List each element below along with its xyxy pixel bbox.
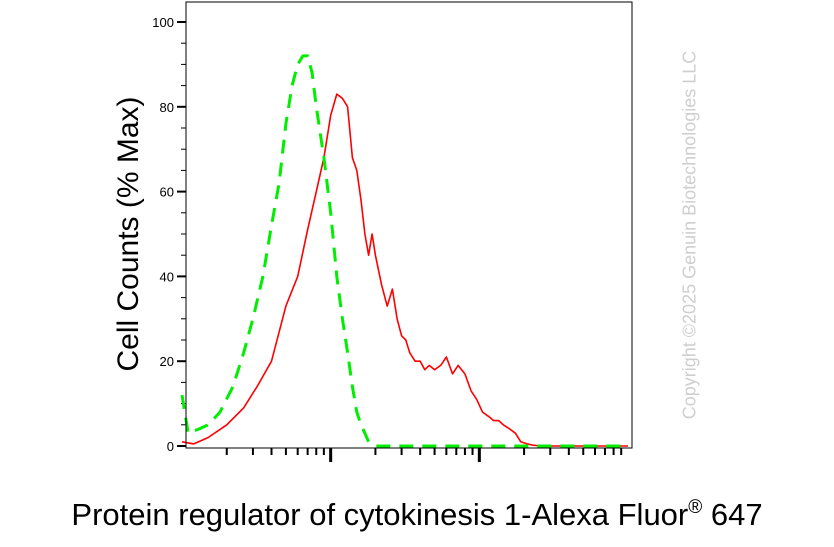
y-tick-label: 0 xyxy=(167,439,174,454)
sample-histogram-line xyxy=(181,93,628,447)
y-tick-label: 60 xyxy=(160,185,174,200)
series-layer xyxy=(180,54,628,448)
copyright-watermark: Copyright ©2025 Genuin Biotechnologies L… xyxy=(679,50,700,420)
y-tick-label: 40 xyxy=(160,269,174,284)
y-axis-title: Cell Counts (% Max) xyxy=(112,96,145,371)
control-histogram-line xyxy=(180,54,628,448)
registered-mark: ® xyxy=(688,497,703,518)
y-axis-ticks: 0 20 40 60 80 100 xyxy=(152,15,186,454)
y-tick-label: 100 xyxy=(152,15,174,30)
plot-frame xyxy=(185,1,633,449)
x-axis-title: Protein regulator of cytokinesis 1-Alexa… xyxy=(0,497,834,533)
y-tick-label: 80 xyxy=(160,100,174,115)
x-axis-ticks xyxy=(225,448,623,462)
x-axis-title-suffix: 647 xyxy=(702,497,763,532)
y-tick-label: 20 xyxy=(160,354,174,369)
x-axis-title-main: Protein regulator of cytokinesis 1-Alexa… xyxy=(71,497,689,532)
